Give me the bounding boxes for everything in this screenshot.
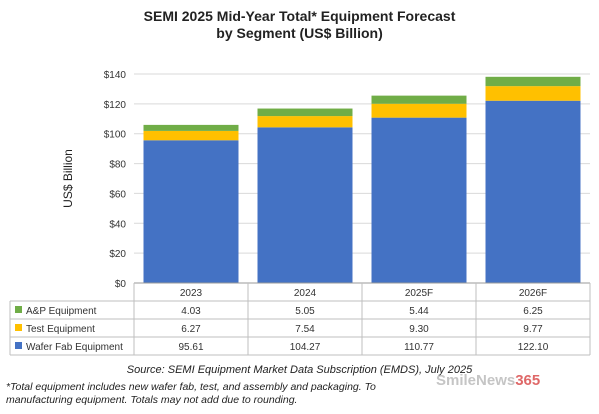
watermark-text: SmileNews <box>436 372 516 389</box>
y-tick-label: $40 <box>109 219 126 230</box>
footnote-line1: *Total equipment includes new wafer fab,… <box>6 381 376 393</box>
y-tick-label: $120 <box>104 100 127 111</box>
y-tick-label: $100 <box>104 130 127 141</box>
data-value-label: 6.27 <box>181 324 201 335</box>
data-value-label: 4.03 <box>181 306 201 317</box>
data-value-label: 95.61 <box>178 342 203 353</box>
source-note: Source: SEMI Equipment Market Data Subsc… <box>126 364 473 376</box>
bar-segment <box>257 108 353 117</box>
x-category-label: 2024 <box>294 288 317 299</box>
y-axis-label: US$ Billion <box>61 149 75 208</box>
bar-segment <box>143 124 239 131</box>
chart-title: SEMI 2025 Mid-Year Total* Equipment Fore… <box>0 8 599 42</box>
data-value-label: 9.77 <box>523 324 543 335</box>
data-value-label: 110.77 <box>404 342 434 353</box>
watermark-number: 365 <box>515 372 541 389</box>
y-tick-label: $60 <box>109 189 126 200</box>
legend-swatch <box>15 342 22 349</box>
bar-segment <box>485 100 581 284</box>
bar-segment <box>371 103 467 118</box>
x-category-label: 2026F <box>519 288 547 299</box>
watermark-logo: SmileNews365 <box>436 372 540 389</box>
legend-label: Wafer Fab Equipment <box>26 342 123 353</box>
data-value-label: 5.05 <box>295 306 315 317</box>
y-tick-label: $20 <box>109 249 126 260</box>
data-value-label: 104.27 <box>290 342 321 353</box>
chart-title-line2: by Segment (US$ Billion) <box>216 25 383 41</box>
data-value-label: 7.54 <box>295 324 315 335</box>
y-tick-label: $140 <box>104 70 127 81</box>
chart-title-line1: SEMI 2025 Mid-Year Total* Equipment Fore… <box>143 8 456 24</box>
x-category-label: 2023 <box>180 288 203 299</box>
y-tick-label: $0 <box>115 279 127 290</box>
data-value-label: 6.25 <box>523 306 543 317</box>
legend-swatch <box>15 306 22 313</box>
bar-segment <box>485 86 581 101</box>
data-value-label: 9.30 <box>409 324 429 335</box>
legend-label: A&P Equipment <box>26 306 97 317</box>
bar-segment <box>143 140 239 283</box>
bar-segment <box>143 130 239 141</box>
legend-label: Test Equipment <box>26 324 95 335</box>
x-category-label: 2025F <box>405 288 433 299</box>
stacked-bar-chart: $0 $20 $40 $60 $80 $100 $120 $140 US$ Billion 202… <box>9 70 591 356</box>
y-tick-label: $80 <box>109 160 126 171</box>
bar-segment <box>257 127 353 283</box>
bar-segment <box>371 117 467 283</box>
bar-segment <box>371 95 467 104</box>
legend-swatch <box>15 324 22 331</box>
footnote: *Total equipment includes new wafer fab,… <box>6 381 596 407</box>
data-value-label: 5.44 <box>409 306 429 317</box>
data-value-label: 122.10 <box>518 342 549 353</box>
bar-segment <box>257 116 353 128</box>
bar-segment <box>485 76 581 87</box>
footnote-line2: manufacturing equipment. Totals may not … <box>6 394 298 406</box>
